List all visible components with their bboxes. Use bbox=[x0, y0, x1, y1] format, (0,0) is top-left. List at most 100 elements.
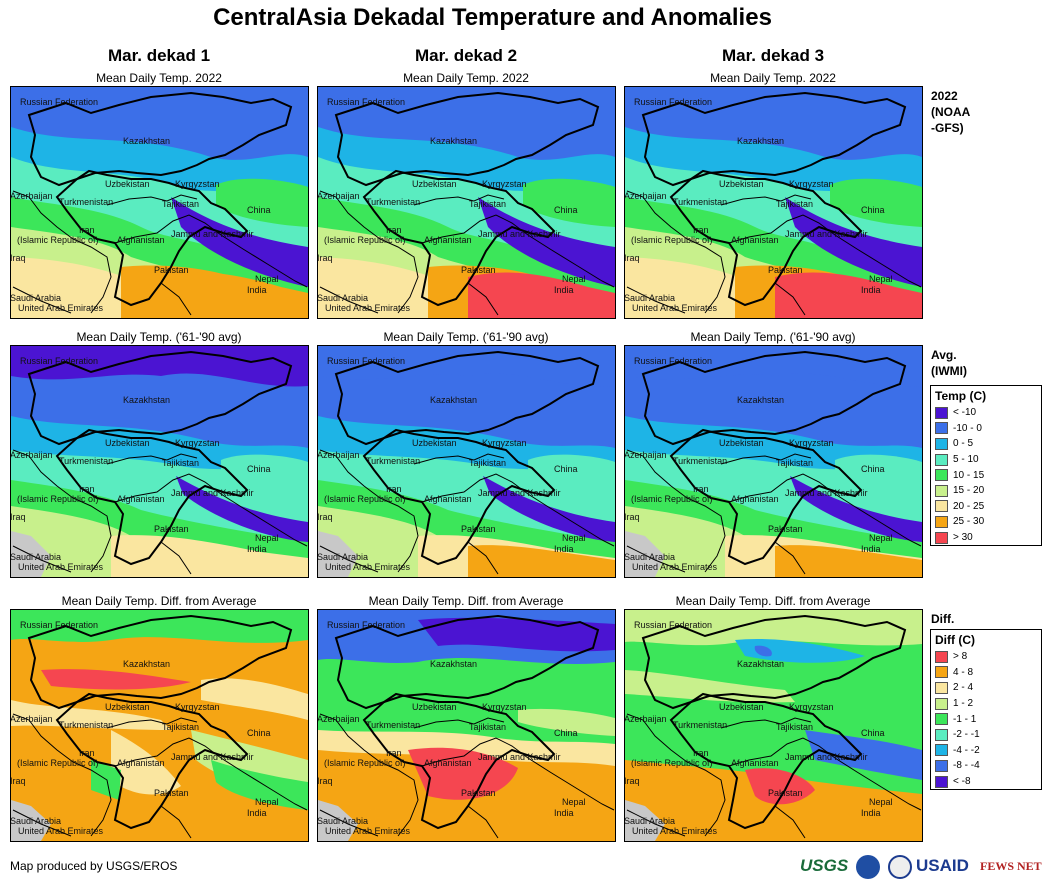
legend-label: 15 - 20 bbox=[953, 485, 985, 497]
panel-title-avg-dekad-2: Mean Daily Temp. ('61-'90 avg) bbox=[383, 330, 549, 344]
map-diff-dekad-2: Russian Federation Kazakhstan Uzbekistan Ky… bbox=[317, 609, 616, 842]
color-region bbox=[625, 346, 922, 387]
color-region bbox=[318, 531, 358, 577]
map-label: Saudi Arabia bbox=[10, 552, 62, 562]
legend-swatch bbox=[935, 713, 948, 726]
color-region bbox=[11, 531, 51, 577]
column-header-dekad-3: Mar. dekad 3 bbox=[721, 46, 825, 65]
map-label: Afghanistan bbox=[424, 494, 472, 504]
color-region bbox=[483, 476, 615, 542]
color-region bbox=[835, 454, 922, 494]
color-region bbox=[161, 545, 308, 577]
country-border bbox=[669, 169, 863, 307]
map-label: Russian Federation bbox=[634, 356, 713, 366]
map-label: China bbox=[247, 464, 271, 474]
color-region bbox=[625, 610, 922, 646]
map-label: Turkmenistan bbox=[673, 197, 728, 207]
column-header-dekad-1: Mar. dekad 1 bbox=[107, 46, 211, 65]
map-label: Pakistan bbox=[768, 788, 803, 798]
color-region bbox=[754, 645, 772, 657]
legend-swatch bbox=[935, 406, 948, 419]
map-label: India bbox=[247, 808, 267, 818]
map-label: Nepal bbox=[562, 797, 586, 807]
legend-swatch bbox=[935, 666, 948, 679]
panel-title-2022-dekad-3: Mean Daily Temp. 2022 bbox=[710, 71, 836, 85]
color-region bbox=[201, 678, 308, 720]
legend-label: < -10 bbox=[953, 407, 977, 419]
color-region bbox=[625, 531, 665, 577]
map-label: Jammu and Kashmir bbox=[785, 229, 868, 239]
country-border bbox=[413, 717, 615, 839]
map-label: Jammu and Kashmir bbox=[785, 488, 868, 498]
map-label: Afghanistan bbox=[117, 758, 165, 768]
map-label: Uzbekistan bbox=[412, 179, 457, 189]
map-label: Pakistan bbox=[154, 524, 189, 534]
map-label: Iraq bbox=[10, 253, 26, 263]
legend-swatch bbox=[935, 515, 948, 528]
map-label: Turkmenistan bbox=[673, 720, 728, 730]
map-label: Nepal bbox=[255, 797, 279, 807]
color-region bbox=[478, 197, 615, 287]
map-label: Iran bbox=[693, 484, 709, 494]
color-region bbox=[790, 476, 922, 542]
map-label: Russian Federation bbox=[634, 97, 713, 107]
map-label: Kazakhstan bbox=[430, 395, 478, 405]
map-label: Azerbaijan bbox=[624, 450, 667, 460]
map-label: Iran bbox=[693, 225, 709, 235]
panel-title-avg-dekad-3: Mean Daily Temp. ('61-'90 avg) bbox=[690, 330, 856, 344]
map-label: Iran bbox=[386, 225, 402, 235]
map-label: Iraq bbox=[317, 776, 333, 786]
map-raster bbox=[11, 610, 308, 841]
map-label: Azerbaijan bbox=[317, 714, 360, 724]
country-border bbox=[319, 449, 419, 573]
map-label: Pakistan bbox=[461, 788, 496, 798]
legend-item: 15 - 20 bbox=[931, 483, 1041, 499]
legend-swatch bbox=[935, 744, 948, 757]
legend-item: -10 - 0 bbox=[931, 421, 1041, 437]
map-label: Russian Federation bbox=[20, 356, 99, 366]
map-label: Saudi Arabia bbox=[317, 816, 369, 826]
legend-label: -4 - -2 bbox=[953, 744, 980, 756]
country-border bbox=[641, 614, 907, 710]
legend-swatch bbox=[935, 484, 948, 497]
legend-swatch bbox=[935, 650, 948, 663]
map-label: Turkmenistan bbox=[366, 720, 421, 730]
map-label: Russian Federation bbox=[327, 620, 406, 630]
row-label-text: 2022 (NOAA -GFS) bbox=[931, 89, 971, 135]
color-region bbox=[775, 545, 922, 577]
map-label: Iraq bbox=[10, 776, 26, 786]
legend-label: 2 - 4 bbox=[953, 682, 974, 694]
map-diff-dekad-1: Russian Federation Kazakhstan Uzbekistan Ky… bbox=[10, 609, 309, 842]
map-label: (Islamic Republic of) bbox=[324, 758, 406, 768]
legend-swatch bbox=[935, 775, 948, 788]
map-raster bbox=[318, 610, 615, 841]
country-border bbox=[669, 428, 863, 566]
country-border bbox=[720, 453, 922, 575]
panel-title-diff-dekad-1: Mean Daily Temp. Diff. from Average bbox=[61, 594, 257, 608]
country-border bbox=[106, 453, 308, 575]
map-label: Uzbekistan bbox=[105, 438, 150, 448]
map-label: Afghanistan bbox=[117, 494, 165, 504]
map-label: Jammu and Kashmir bbox=[171, 229, 254, 239]
map-label: Kazakhstan bbox=[737, 136, 785, 146]
map-label: Nepal bbox=[562, 533, 586, 543]
color-region bbox=[805, 730, 922, 780]
map-label: Turkmenistan bbox=[673, 456, 728, 466]
country-border bbox=[362, 692, 556, 830]
legend-label: -2 - -1 bbox=[953, 729, 980, 741]
map-label: Saudi Arabia bbox=[10, 293, 62, 303]
country-border bbox=[413, 194, 615, 316]
country-border bbox=[55, 692, 249, 830]
map-label: Nepal bbox=[869, 274, 893, 284]
color-region bbox=[418, 617, 615, 652]
legend-swatch bbox=[935, 531, 948, 544]
map-label: Tajikistan bbox=[162, 199, 200, 209]
map-label: Iraq bbox=[10, 512, 26, 522]
legend-label: 0 - 5 bbox=[953, 438, 974, 450]
map-label: China bbox=[861, 205, 885, 215]
country-border bbox=[362, 428, 556, 566]
map-label: Iraq bbox=[624, 512, 640, 522]
map-label: Uzbekistan bbox=[719, 179, 764, 189]
country-border bbox=[319, 713, 419, 837]
map-label: Iran bbox=[79, 748, 95, 758]
